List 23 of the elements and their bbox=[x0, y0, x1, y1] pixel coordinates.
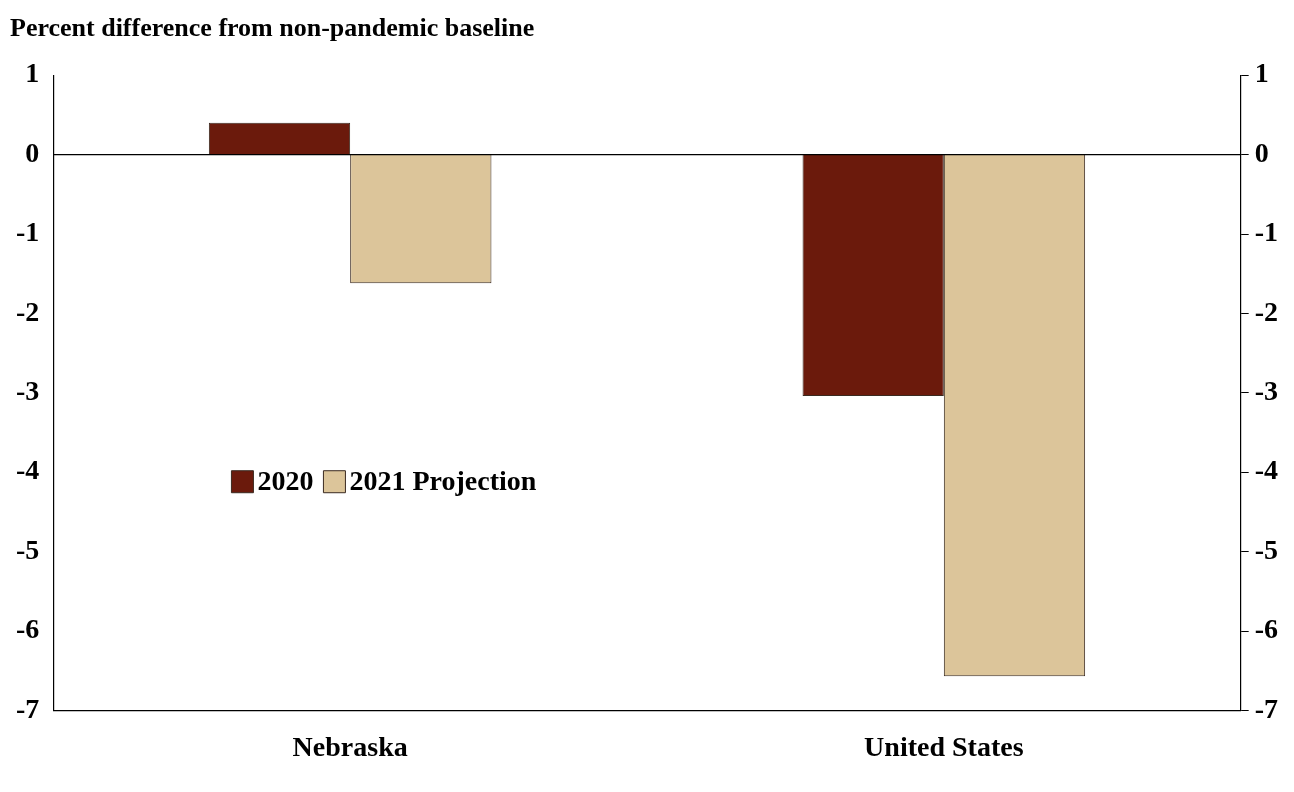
y2-tick-label: -1 bbox=[1254, 216, 1278, 248]
y-tick-label: -6 bbox=[16, 613, 40, 645]
x-tick-label: Nebraska bbox=[292, 731, 408, 763]
y2-tick-label: -5 bbox=[1254, 533, 1278, 565]
y-tick-label: 0 bbox=[25, 136, 40, 168]
y2-tick-label: -7 bbox=[1254, 692, 1278, 724]
chart-title: Percent difference from non-pandemic baseline bbox=[10, 13, 535, 43]
y-tick-label: 1 bbox=[25, 57, 40, 89]
y-tick-label: -5 bbox=[16, 533, 40, 565]
y-tick-label: -4 bbox=[16, 454, 40, 486]
y2-tick-label: -6 bbox=[1254, 613, 1278, 645]
y-tick-label: -3 bbox=[16, 375, 40, 407]
legend-label: 2020 bbox=[257, 464, 314, 496]
x-tick-label: United States bbox=[864, 731, 1024, 763]
y2-tick-label: -2 bbox=[1254, 295, 1278, 327]
y-tick-label: -1 bbox=[16, 216, 40, 248]
y2-tick-label: -3 bbox=[1254, 375, 1278, 407]
y-tick-label: -7 bbox=[16, 692, 40, 724]
y2-tick-label: 0 bbox=[1254, 136, 1269, 168]
y-tick-label: -2 bbox=[16, 295, 40, 327]
y2-tick-label: 1 bbox=[1254, 57, 1269, 89]
legend-label: 2021 Projection bbox=[349, 464, 537, 496]
y2-tick-label: -4 bbox=[1254, 454, 1278, 486]
